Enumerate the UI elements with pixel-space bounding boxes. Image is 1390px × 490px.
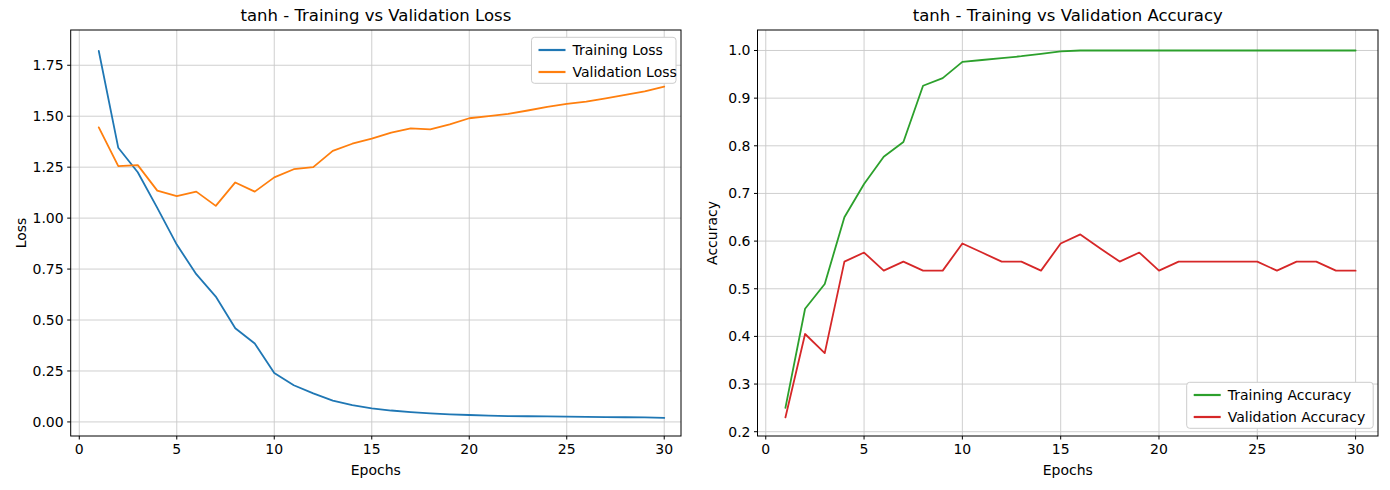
figure-loss-accuracy: 0510152025300.000.250.500.751.001.251.50… [0,0,1390,490]
chart-title: tanh - Training vs Validation Loss [240,6,511,25]
legend-label: Validation Loss [573,64,677,80]
y-tick-label: 0.3 [728,376,750,392]
y-tick-label: 0.7 [728,185,750,201]
y-tick-label: 0.25 [33,363,64,379]
x-tick-label: 0 [75,441,84,457]
y-tick-label: 1.75 [33,57,64,73]
x-tick-label: 30 [1347,441,1365,457]
x-tick-label: 5 [860,441,869,457]
x-tick-label: 25 [1248,441,1266,457]
chart-title: tanh - Training vs Validation Accuracy [913,6,1223,25]
y-tick-label: 0.4 [728,328,750,344]
legend-label: Validation Accuracy [1228,409,1366,425]
y-tick-label: 1.50 [33,108,64,124]
y-tick-label: 1.25 [33,159,64,175]
y-tick-label: 0.00 [33,414,64,430]
x-tick-label: 0 [761,441,770,457]
y-tick-label: 0.75 [33,261,64,277]
y-tick-label: 1.00 [33,210,64,226]
x-tick-label: 20 [460,441,478,457]
x-tick-label: 20 [1150,441,1168,457]
loss-chart: 0 5 10 15 20 25 30 0.00 0.25 0.50 0.75 1.00 1.25 1.50… [0,0,695,490]
x-tick-label: 30 [655,441,673,457]
x-tick-label: 5 [172,441,181,457]
y-tick-label: 0.2 [728,424,750,440]
legend-label: Training Loss [572,42,663,58]
x-axis-label: Epochs [1043,462,1093,478]
y-tick-label: 0.5 [728,281,750,297]
y-tick-label: 1.0 [728,42,750,58]
y-tick-label: 0.50 [33,312,64,328]
y-axis-label: Loss [13,218,29,249]
y-tick-label: 0.9 [728,90,750,106]
x-tick-label: 25 [558,441,576,457]
legend-label: Training Accuracy [1227,387,1352,403]
y-tick-label: 0.6 [728,233,750,249]
accuracy-chart: 0 5 10 15 20 25 30 0.2 0.3 0.4 0.5 0.6 0.7 0.8 0.9 1.0 t… [695,0,1390,490]
legend: Training Loss Validation Loss [532,37,677,83]
legend: Training Accuracy Validation Accuracy [1187,382,1374,428]
x-axis-label: Epochs [351,462,401,478]
x-tick-label: 10 [953,441,971,457]
y-tick-label: 0.8 [728,138,750,154]
y-axis-label: Accuracy [704,201,720,265]
x-tick-label: 15 [1052,441,1070,457]
x-tick-label: 15 [363,441,381,457]
x-tick-label: 10 [265,441,283,457]
